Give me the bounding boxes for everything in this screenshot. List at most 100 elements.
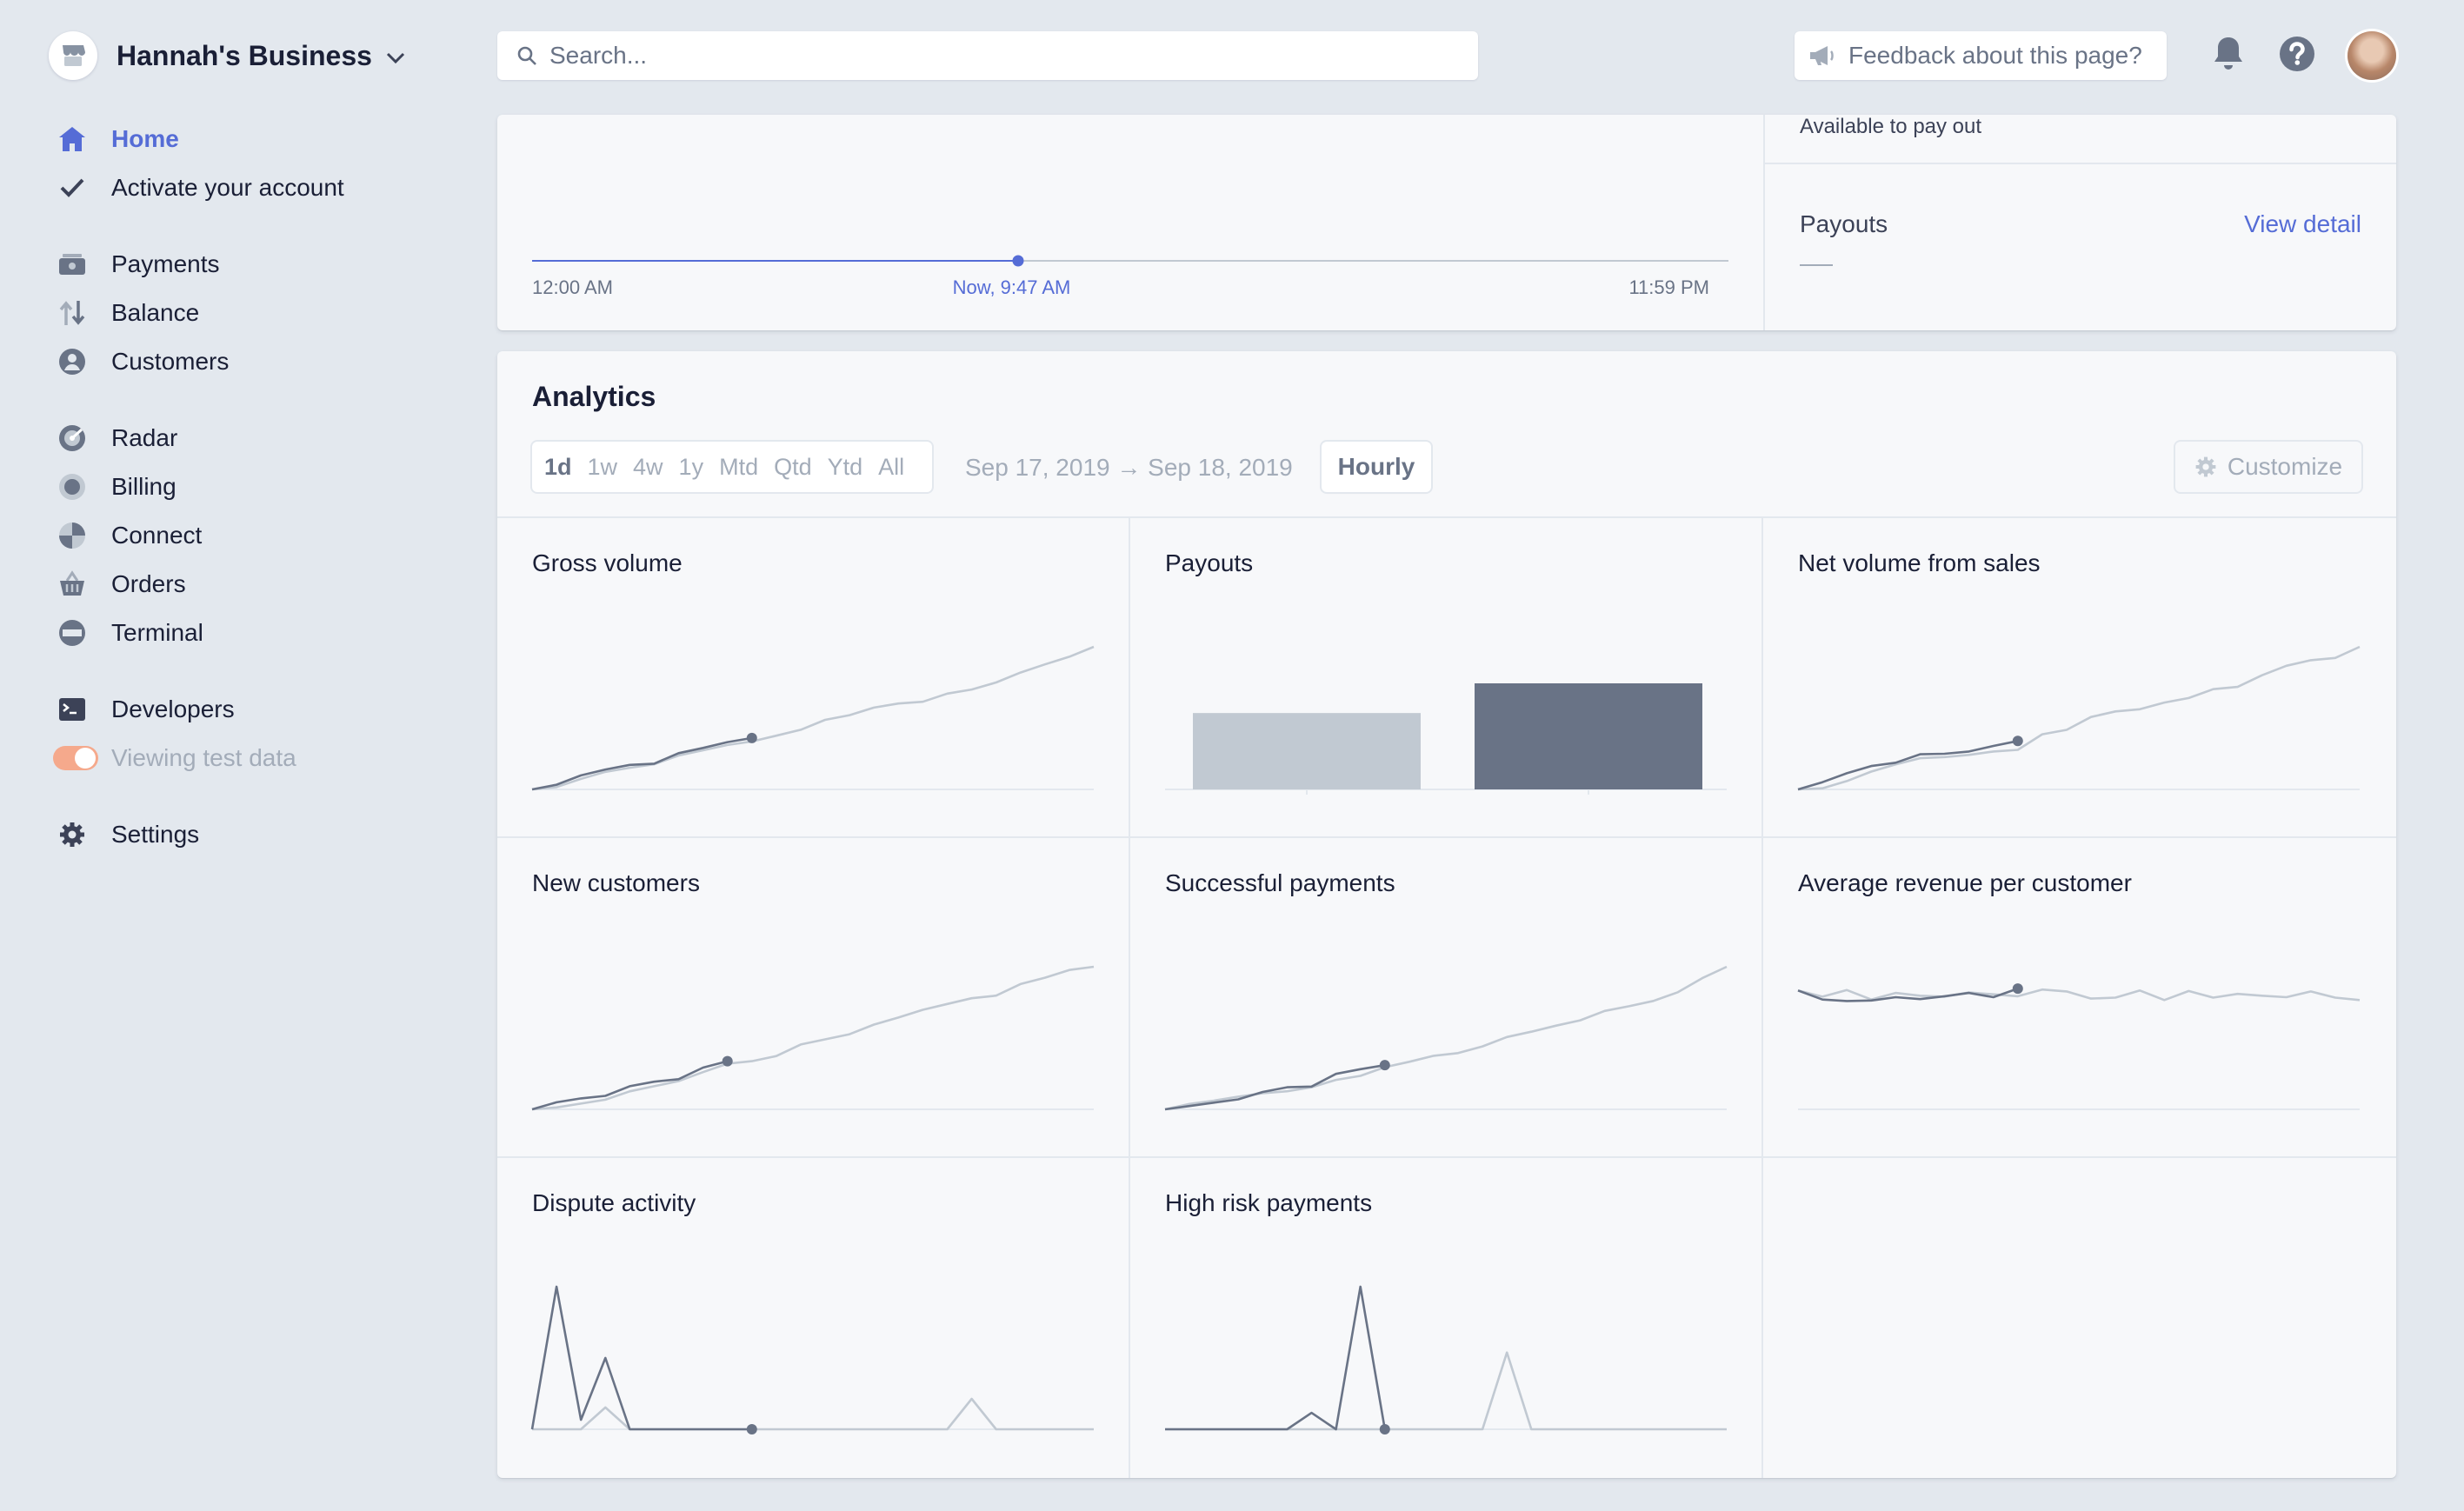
current-point[interactable] xyxy=(746,732,757,743)
sidebar-item-label: Radar xyxy=(111,424,178,451)
interval-select[interactable]: Hourly xyxy=(1322,442,1431,492)
previous-period-line xyxy=(532,1397,1094,1431)
current-period-line xyxy=(530,1285,752,1431)
sidebar-item-label: Balance xyxy=(111,299,200,326)
range-option[interactable]: 1d xyxy=(544,453,572,480)
chart-title: New customers xyxy=(532,869,700,896)
current-point[interactable] xyxy=(1379,1424,1390,1434)
chart[interactable] xyxy=(1796,603,2361,829)
chart-title: Gross volume xyxy=(532,549,683,576)
payouts-title: Payouts xyxy=(1800,210,1888,237)
timeline-now-label: Now, 9:47 AM xyxy=(952,276,1071,298)
current-period-line xyxy=(1797,987,2019,1002)
sidebar-item-label: Billing xyxy=(111,473,176,500)
chart[interactable] xyxy=(530,603,1095,829)
chart-title: Successful payments xyxy=(1165,869,1395,896)
sidebar-item-label: Connect xyxy=(111,522,203,549)
test-data-toggle[interactable]: Viewing test data xyxy=(52,739,296,777)
bell-icon[interactable] xyxy=(2212,35,2245,73)
chart[interactable] xyxy=(530,923,1095,1149)
search-input[interactable] xyxy=(549,42,1419,70)
range-option[interactable]: All xyxy=(878,453,905,480)
view-detail-link[interactable]: View detail xyxy=(2244,210,2361,237)
sidebar-item-billing[interactable]: Billing xyxy=(57,468,176,506)
timeline-progress xyxy=(532,260,1018,262)
divider xyxy=(497,836,2396,838)
sidebar: Hannah's Business Home Activate your acc… xyxy=(0,0,469,1511)
current-period-line xyxy=(531,1060,729,1111)
search-icon xyxy=(517,46,536,65)
previous-period-line xyxy=(1797,645,2361,791)
divider xyxy=(1129,516,1130,1478)
range-option[interactable]: 4w xyxy=(633,453,663,480)
chevron-down-icon xyxy=(386,52,404,64)
sidebar-item-developers[interactable]: Developers xyxy=(57,690,235,729)
now-marker xyxy=(1012,255,1024,267)
timeline-end-label: 11:59 PM xyxy=(1628,276,1709,298)
previous-period-line xyxy=(531,645,1095,791)
range-option[interactable]: 1y xyxy=(678,453,704,480)
sidebar-item-activate-account[interactable]: Activate your account xyxy=(57,169,344,207)
divider xyxy=(1765,163,2396,164)
payments-icon xyxy=(57,250,87,279)
range-option[interactable]: Mtd xyxy=(719,453,759,480)
current-point[interactable] xyxy=(2012,736,2023,747)
sidebar-item-terminal[interactable]: Terminal xyxy=(57,614,203,652)
sidebar-item-connect[interactable]: Connect xyxy=(57,516,202,555)
chart[interactable] xyxy=(1163,923,1728,1149)
sidebar-item-label: Activate your account xyxy=(111,174,344,201)
home-icon xyxy=(57,124,87,154)
current-period-line xyxy=(1797,740,2019,791)
divider xyxy=(497,1156,2396,1158)
radar-icon xyxy=(57,423,87,453)
today-card: 12:00 AM Now, 9:47 AM 11:59 PM Available… xyxy=(497,115,2396,330)
range-option[interactable]: 1w xyxy=(587,453,618,480)
sidebar-item-customers[interactable]: Customers xyxy=(57,343,229,381)
avatar[interactable] xyxy=(2347,31,2396,80)
chart[interactable] xyxy=(1796,923,2361,1149)
current-point[interactable] xyxy=(746,1424,757,1434)
chart[interactable] xyxy=(1163,603,1728,829)
business-name: Hannah's Business xyxy=(117,39,372,71)
sidebar-item-settings[interactable]: Settings xyxy=(57,815,199,854)
range-selector: 1d 1w 4w 1y Mtd Qtd Ytd All xyxy=(532,442,932,492)
date-range[interactable]: Sep 17, 2019 → Sep 18, 2019 xyxy=(965,454,1293,481)
divider xyxy=(1761,516,1763,1478)
sidebar-item-orders[interactable]: Orders xyxy=(57,565,186,603)
customize-button[interactable]: Customize xyxy=(2175,442,2361,492)
bar[interactable] xyxy=(1475,683,1702,789)
account-switcher[interactable]: Hannah's Business xyxy=(49,31,405,80)
customers-icon xyxy=(57,347,87,376)
previous-period-line xyxy=(1165,1351,1727,1431)
gear-icon xyxy=(2195,456,2216,477)
current-point[interactable] xyxy=(2012,983,2023,995)
chart[interactable] xyxy=(530,1243,1095,1469)
bar[interactable] xyxy=(1193,713,1421,789)
sidebar-item-payments[interactable]: Payments xyxy=(57,245,220,283)
help-icon[interactable] xyxy=(2278,35,2316,73)
sidebar-item-label: Orders xyxy=(111,570,186,597)
previous-period-line xyxy=(531,965,1095,1111)
gear-icon xyxy=(57,820,87,849)
available-label: Available to pay out xyxy=(1800,115,1982,138)
search-bar xyxy=(497,31,1478,80)
sidebar-item-radar[interactable]: Radar xyxy=(57,419,177,457)
range-option[interactable]: Ytd xyxy=(827,453,863,480)
billing-icon xyxy=(57,472,87,502)
current-period-line xyxy=(531,736,753,791)
current-point[interactable] xyxy=(1379,1060,1390,1071)
sidebar-item-home[interactable]: Home xyxy=(57,120,179,158)
chart[interactable] xyxy=(1163,1243,1728,1469)
store-icon xyxy=(49,31,97,80)
range-option[interactable]: Qtd xyxy=(774,453,812,480)
current-point[interactable] xyxy=(722,1055,733,1067)
feedback-button[interactable]: Feedback about this page? xyxy=(1795,31,2167,80)
sidebar-item-label: Home xyxy=(111,125,179,152)
sidebar-item-label: Customers xyxy=(111,348,230,375)
feedback-label: Feedback about this page? xyxy=(1848,42,2142,69)
orders-icon xyxy=(57,569,87,599)
sidebar-item-label: Viewing test data xyxy=(111,744,296,771)
sidebar-item-balance[interactable]: Balance xyxy=(57,294,199,332)
current-period-line xyxy=(1165,1285,1387,1431)
balance-icon xyxy=(57,298,87,328)
